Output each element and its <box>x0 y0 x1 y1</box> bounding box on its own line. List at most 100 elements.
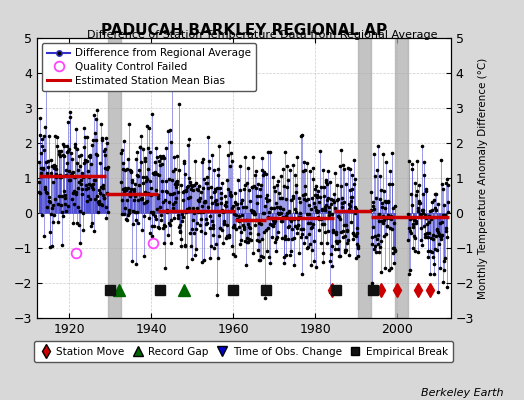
Point <box>201 199 209 205</box>
Point <box>81 186 90 192</box>
Point <box>332 229 340 235</box>
Point <box>346 203 354 209</box>
Point <box>189 186 198 193</box>
Point <box>265 209 273 216</box>
Point <box>248 208 256 215</box>
Point <box>415 182 423 188</box>
Point <box>157 212 165 218</box>
Point <box>39 165 47 171</box>
Point <box>181 243 190 249</box>
Point <box>381 205 389 211</box>
Point <box>422 221 431 228</box>
Point <box>227 192 236 199</box>
Point <box>340 222 348 228</box>
Point <box>331 238 340 244</box>
Point <box>308 246 316 253</box>
Point <box>141 174 150 180</box>
Point <box>271 218 280 225</box>
Point <box>427 235 435 241</box>
Point <box>288 236 296 242</box>
Point <box>209 232 217 238</box>
Point <box>222 234 231 241</box>
Point <box>150 223 158 230</box>
Point <box>260 295 269 301</box>
Point <box>143 198 151 204</box>
Point <box>170 154 179 161</box>
Point <box>404 211 412 218</box>
Point <box>265 197 274 204</box>
Point <box>407 191 415 197</box>
Point <box>421 231 429 237</box>
Point <box>237 237 245 243</box>
Point <box>129 188 138 194</box>
Point <box>312 207 320 214</box>
Point <box>61 166 70 173</box>
Point <box>329 227 337 234</box>
Point <box>296 210 304 216</box>
Point <box>219 209 227 215</box>
Point <box>368 223 377 230</box>
Point <box>314 226 323 233</box>
Point <box>352 206 360 212</box>
Point <box>238 204 247 211</box>
Point <box>377 218 386 225</box>
Point <box>261 226 270 233</box>
Point <box>54 150 63 157</box>
Point <box>347 172 356 178</box>
Point <box>187 186 195 192</box>
Point <box>430 270 439 277</box>
Point <box>283 184 291 190</box>
Point <box>89 186 97 192</box>
Point <box>324 168 333 174</box>
Point <box>271 187 279 194</box>
Point <box>169 190 178 196</box>
Point <box>87 160 95 167</box>
Point <box>242 217 250 223</box>
Point <box>443 234 451 240</box>
Point <box>422 188 431 195</box>
Point <box>294 222 302 228</box>
Point <box>126 193 135 199</box>
Point <box>83 134 91 140</box>
Point <box>442 228 450 234</box>
Point <box>222 177 231 183</box>
Point <box>38 143 46 150</box>
Point <box>328 263 336 270</box>
Point <box>316 184 325 190</box>
Point <box>257 221 266 228</box>
Point <box>413 204 422 211</box>
Point <box>252 184 260 191</box>
Point <box>412 188 421 194</box>
Bar <box>108 38 121 318</box>
Point <box>123 217 131 224</box>
Point <box>261 171 270 178</box>
Point <box>59 152 68 159</box>
Point <box>427 216 435 222</box>
Point <box>49 179 57 185</box>
Text: Difference of Station Temperature Data from Regional Average: Difference of Station Temperature Data f… <box>87 30 437 40</box>
Point <box>87 223 95 229</box>
Point <box>81 156 89 163</box>
Point <box>242 262 250 268</box>
Point <box>278 206 287 212</box>
Point <box>296 199 304 205</box>
Point <box>154 192 162 198</box>
Point <box>320 221 328 228</box>
Point <box>310 258 318 264</box>
Point <box>343 228 352 234</box>
Point <box>434 289 442 295</box>
Point <box>166 191 174 197</box>
Point <box>302 234 310 240</box>
Point <box>367 241 376 247</box>
Point <box>124 185 133 191</box>
Point <box>389 220 398 226</box>
Point <box>83 192 92 199</box>
Point <box>161 144 170 151</box>
Point <box>46 228 54 235</box>
Point <box>195 183 203 189</box>
Point <box>435 265 444 271</box>
Point <box>347 198 355 204</box>
Point <box>326 196 335 202</box>
Point <box>142 178 150 184</box>
Point <box>343 240 351 246</box>
